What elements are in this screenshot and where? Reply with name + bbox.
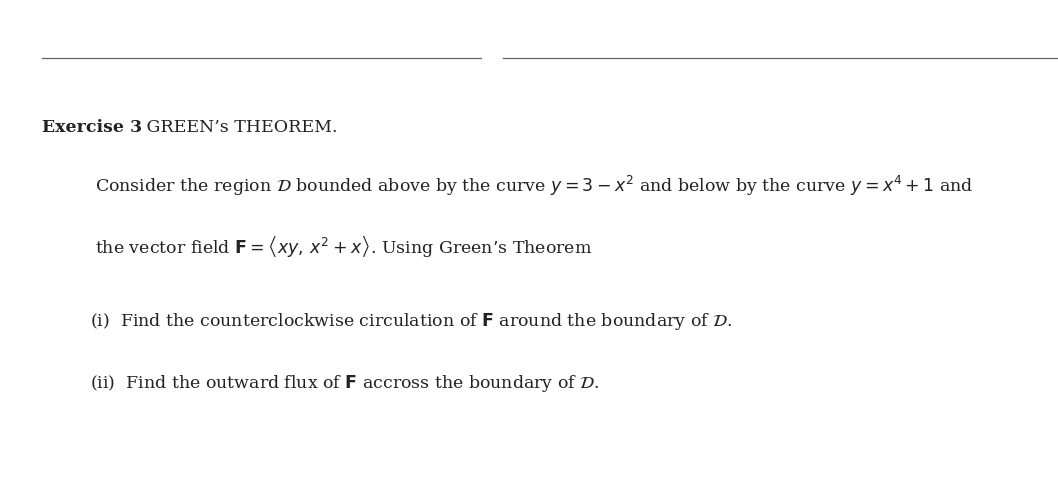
Text: the vector field $\mathbf{F} = \left\langle xy,\, x^2 + x \right\rangle$. Using : the vector field $\mathbf{F} = \left\lan…: [95, 234, 592, 259]
Text: GREEN’s THEOREM.: GREEN’s THEOREM.: [141, 119, 338, 137]
Text: Consider the region $\mathcal{D}$ bounded above by the curve $y = 3 - x^2$ and b: Consider the region $\mathcal{D}$ bounde…: [95, 174, 973, 198]
Text: (i)  Find the counterclockwise circulation of $\mathbf{F}$ around the boundary o: (i) Find the counterclockwise circulatio…: [90, 311, 732, 332]
Text: Exercise 3: Exercise 3: [42, 119, 143, 137]
Text: (ii)  Find the outward flux of $\mathbf{F}$ accross the boundary of $\mathcal{D}: (ii) Find the outward flux of $\mathbf{F…: [90, 373, 600, 395]
